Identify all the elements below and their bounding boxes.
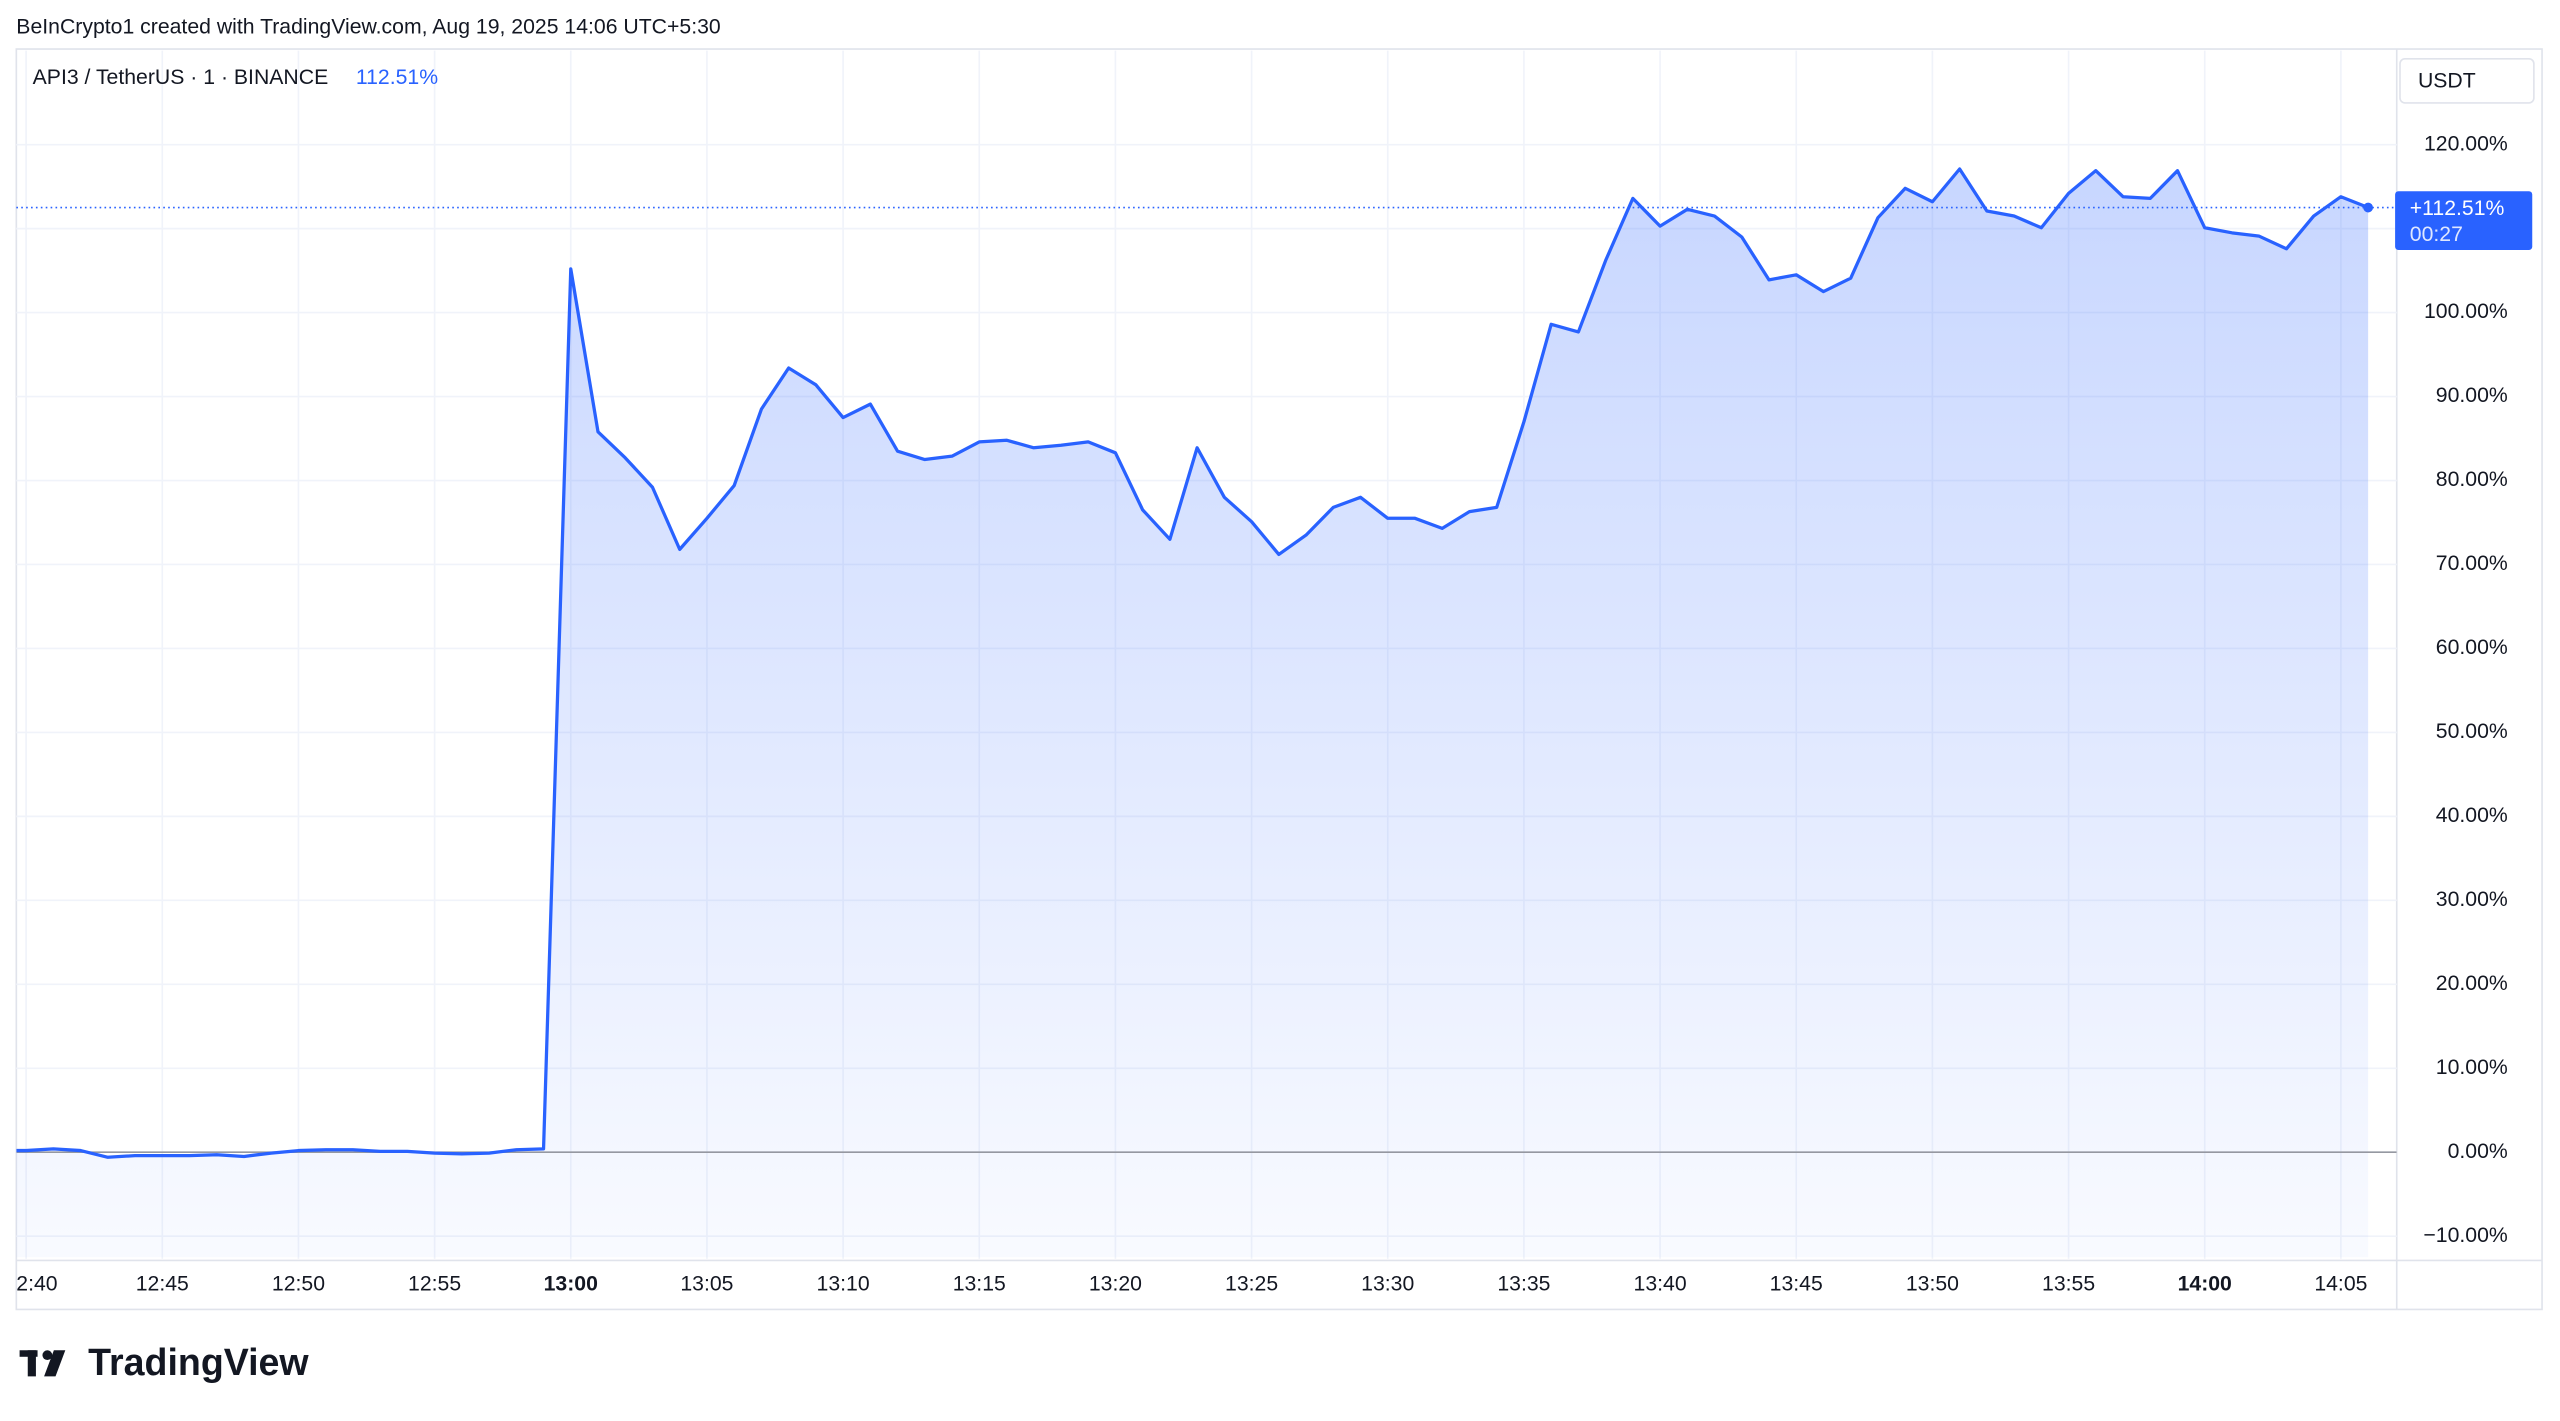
logo: TradingView [19, 1341, 309, 1383]
x-tick-label: 13:10 [817, 1273, 870, 1296]
legend-value: 112.51% [356, 66, 438, 89]
x-tick-label: 13:30 [1361, 1273, 1414, 1296]
y-tick-label: 10.00% [2436, 1056, 2508, 1079]
y-tick-label: 40.00% [2436, 804, 2508, 827]
x-tick-label: 12:55 [408, 1273, 461, 1296]
y-tick-label: 120.00% [2424, 132, 2508, 155]
x-tick-label: 13:55 [2042, 1273, 2095, 1296]
x-tick-label: 13:05 [680, 1273, 733, 1296]
y-tick-label: 0.00% [2448, 1140, 2508, 1163]
x-tick-label: 13:00 [544, 1273, 598, 1296]
countdown: 00:27 [2410, 223, 2463, 246]
x-tick-label: 13:45 [1770, 1273, 1823, 1296]
price-line [16, 167, 2369, 1159]
y-tick-label: 90.00% [2436, 384, 2508, 407]
x-tick-label: 13:35 [1497, 1273, 1550, 1296]
header: BeInCrypto1 created with TradingView.com… [16, 15, 720, 38]
logo-text: TradingView [88, 1341, 309, 1383]
x-tick-label: 12:45 [136, 1273, 189, 1296]
x-tick-label: 14:05 [2314, 1273, 2367, 1296]
y-tick-label: −10.00% [2423, 1224, 2507, 1247]
y-tick-label: 30.00% [2436, 888, 2508, 911]
y-tick-label: 50.00% [2436, 720, 2508, 743]
y-tick-label: 20.00% [2436, 972, 2508, 995]
x-tick-label: 13:20 [1089, 1273, 1142, 1296]
y-tick-label: 70.00% [2436, 552, 2508, 575]
x-tick-label: 14:00 [2178, 1273, 2232, 1296]
x-tick-label: 12:50 [272, 1273, 325, 1296]
currency[interactable]: USDT [2418, 69, 2476, 92]
y-tick-label: 60.00% [2436, 636, 2508, 659]
currency-button[interactable] [2399, 58, 2535, 104]
price-label-box [2395, 191, 2533, 250]
x-tick-label: 13:40 [1634, 1273, 1687, 1296]
x-tick-label: 2:40 [16, 1273, 57, 1296]
y-tick-label: 100.00% [2424, 300, 2508, 323]
last-point [2363, 202, 2374, 213]
chart-frame [15, 48, 2543, 1311]
plot [16, 167, 2397, 1258]
symbol: API3 / TetherUS · 1 · BINANCE [33, 66, 329, 89]
area-fill [16, 169, 2369, 1258]
x-tick-label: 13:50 [1906, 1273, 1959, 1296]
axes: −10.00% 0.00% 10.00% 20.00% 30.00% 40.00% 50.0… [16, 132, 2508, 1295]
y-tick-label: 80.00% [2436, 468, 2508, 491]
x-tick-label: 13:25 [1225, 1273, 1278, 1296]
x-tick-label: 13:15 [953, 1273, 1006, 1296]
price-label: +112.51% [2410, 197, 2505, 220]
